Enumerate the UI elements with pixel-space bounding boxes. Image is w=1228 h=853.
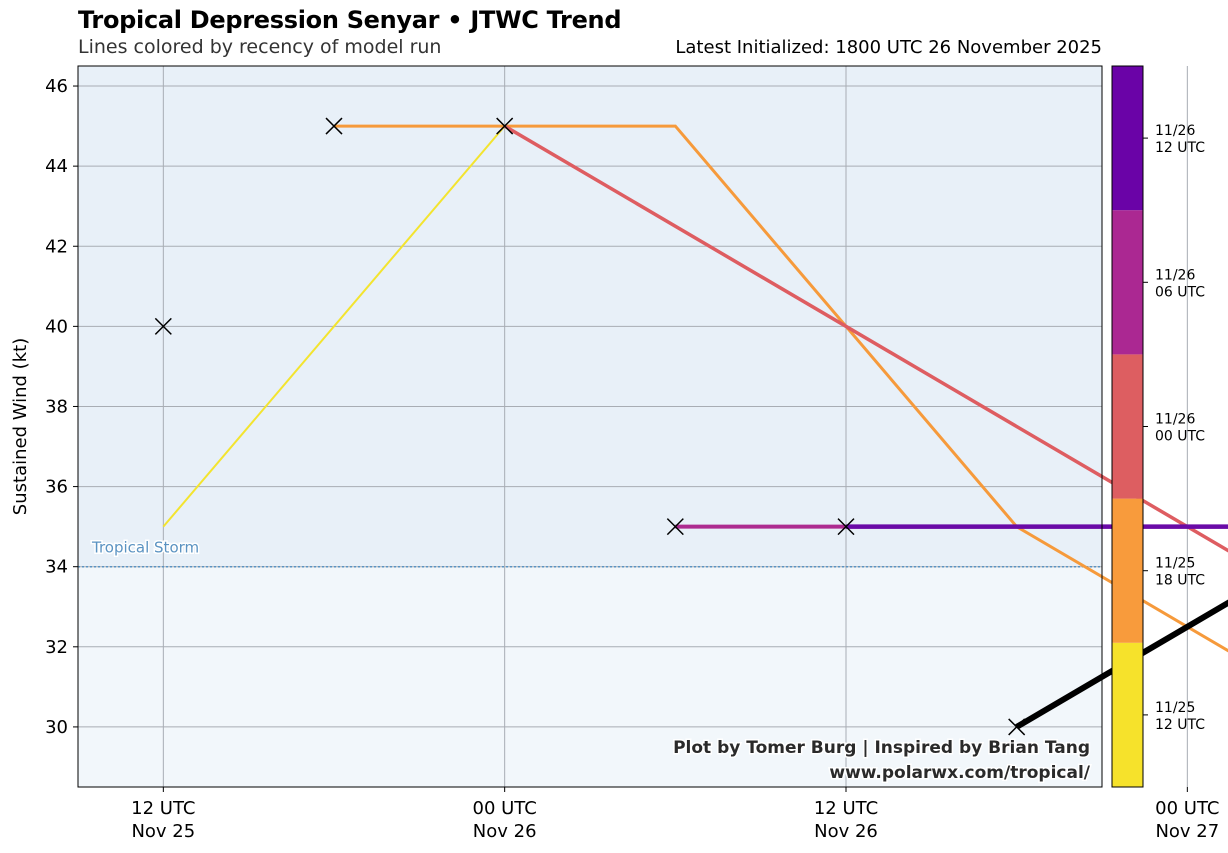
colorbar-label: 11/26 [1155, 267, 1195, 283]
colorbar-label: 11/26 [1155, 123, 1195, 139]
y-tick-label: 42 [45, 236, 68, 257]
initial-marker-2 [325, 117, 343, 135]
credit-line-2: www.polarwx.com/tropical/ [829, 763, 1090, 783]
credit-line-1: Plot by Tomer Burg | Inspired by Brian T… [673, 738, 1090, 758]
x-tick-label: 12 UTC [814, 798, 878, 819]
x-tick-label: Nov 26 [473, 821, 537, 842]
colorbar-label: 11/26 [1155, 412, 1195, 428]
colorbar-segment-4 [1112, 210, 1143, 355]
y-tick-label: 32 [45, 637, 68, 658]
initial-marker-5 [837, 518, 855, 536]
colorbar-label: 12 UTC [1155, 717, 1205, 733]
colorbar-segment-3 [1112, 354, 1143, 499]
threshold-label: Tropical Storm [91, 539, 199, 557]
y-tick-label: 46 [45, 76, 68, 97]
y-tick-label: 34 [45, 557, 68, 578]
initial-marker-1 [154, 317, 172, 335]
plot-bg-above [78, 66, 1102, 567]
initial-marker-6 [1008, 718, 1026, 736]
y-tick-label: 38 [45, 396, 68, 417]
y-tick-label: 36 [45, 477, 68, 498]
x-tick-label: Nov 27 [1155, 821, 1219, 842]
initial-marker-3 [496, 117, 514, 135]
colorbar-segment-1 [1112, 642, 1143, 787]
colorbar-label: 12 UTC [1155, 140, 1205, 156]
chart-subtitle: Lines colored by recency of model run [78, 36, 442, 58]
initialized-time: Latest Initialized: 1800 UTC 26 November… [675, 37, 1102, 58]
y-axis-label: Sustained Wind (kt) [10, 338, 31, 515]
y-tick-label: 30 [45, 717, 68, 738]
initial-marker-4 [666, 518, 684, 536]
colorbar-label: 18 UTC [1155, 573, 1205, 589]
colorbar-label: 11/25 [1155, 700, 1195, 716]
colorbar-label: 00 UTC [1155, 429, 1205, 445]
series-line-1 [162, 125, 506, 528]
x-tick-label: Nov 26 [814, 821, 878, 842]
y-tick-label: 40 [45, 316, 68, 337]
series-line-5 [846, 524, 1228, 529]
colorbar-segment-2 [1112, 498, 1143, 643]
plot-bg-below [78, 566, 1102, 787]
colorbar-segment-5 [1112, 66, 1143, 211]
series-line-3 [503, 124, 1228, 553]
x-tick-label: 00 UTC [473, 798, 537, 819]
chart-title: Tropical Depression Senyar • JTWC Trend [78, 6, 622, 34]
y-tick-label: 44 [45, 156, 68, 177]
plot-frame [77, 65, 1103, 788]
colorbar-label: 06 UTC [1155, 284, 1205, 300]
x-tick-label: 00 UTC [1155, 798, 1219, 819]
colorbar-label: 11/25 [1155, 556, 1195, 572]
x-tick-label: Nov 25 [131, 821, 195, 842]
x-tick-label: 12 UTC [131, 798, 195, 819]
series-line-6 [1015, 599, 1228, 730]
